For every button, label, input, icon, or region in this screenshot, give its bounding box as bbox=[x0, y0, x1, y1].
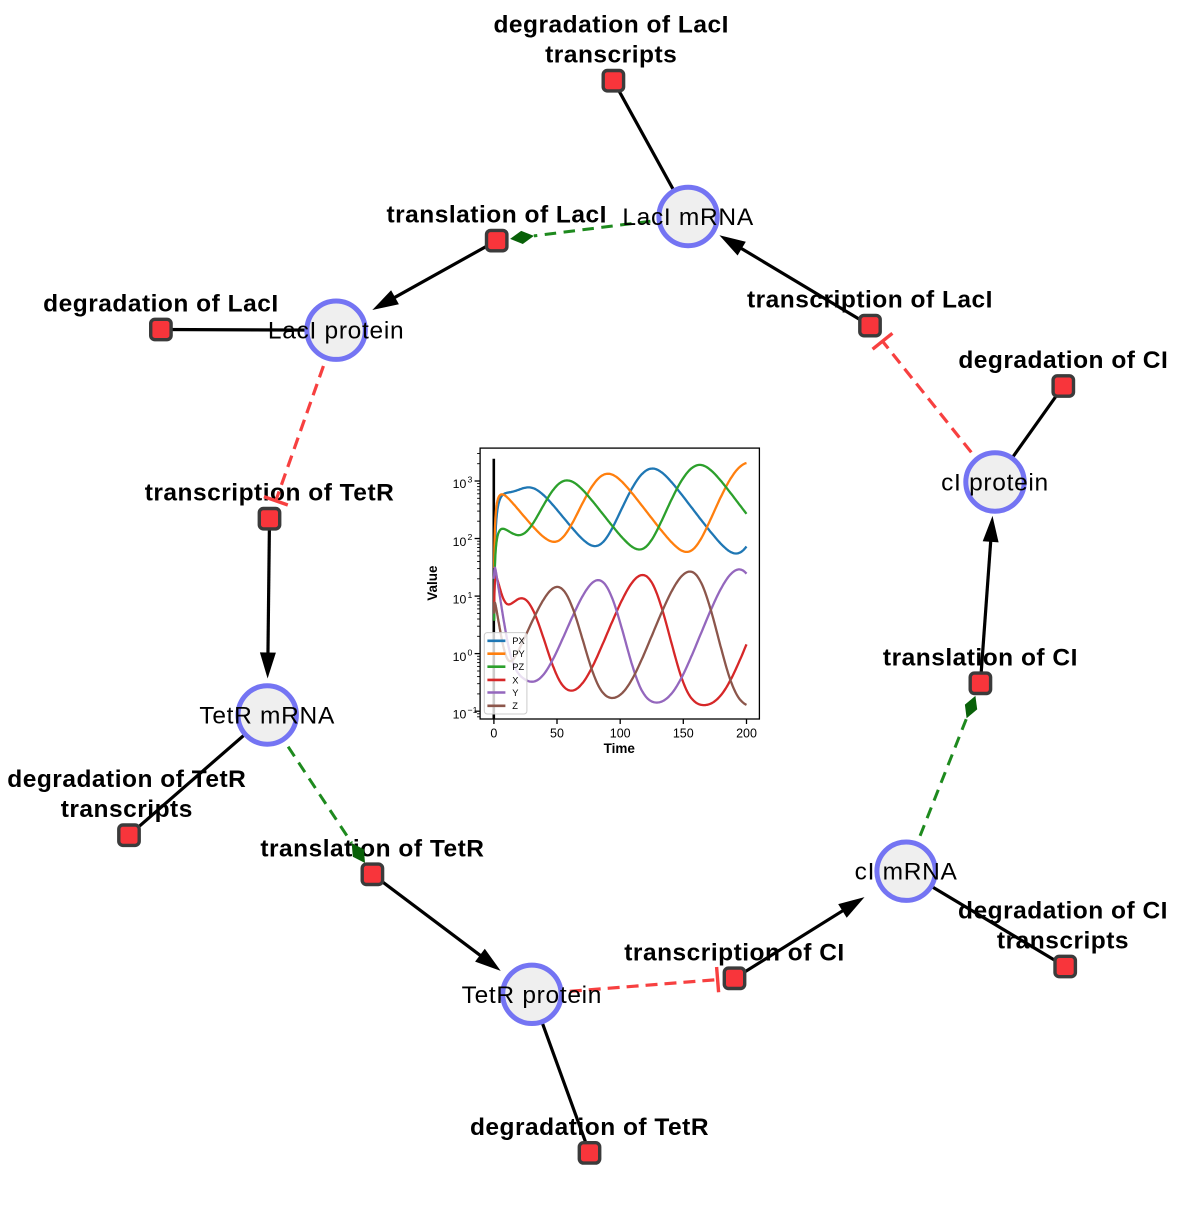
svg-text:degradation of TetR: degradation of TetR bbox=[470, 1114, 709, 1141]
svg-text:translation of LacI: translation of LacI bbox=[386, 202, 607, 229]
svg-text:10: 10 bbox=[453, 592, 467, 606]
svg-text:10: 10 bbox=[453, 707, 467, 721]
svg-text:degradation of LacI: degradation of LacI bbox=[43, 291, 278, 318]
svg-text:transcripts: transcripts bbox=[61, 796, 193, 823]
svg-text:degradation of CI: degradation of CI bbox=[958, 347, 1168, 374]
svg-text:cI protein: cI protein bbox=[941, 470, 1049, 497]
svg-text:transcription of CI: transcription of CI bbox=[624, 939, 844, 966]
svg-text:degradation of TetR: degradation of TetR bbox=[7, 766, 246, 793]
svg-text:degradation of LacI: degradation of LacI bbox=[493, 12, 728, 39]
svg-text:transcripts: transcripts bbox=[545, 42, 677, 69]
svg-text:200: 200 bbox=[736, 726, 757, 740]
svg-text:10: 10 bbox=[453, 535, 467, 549]
svg-text:Value: Value bbox=[425, 565, 440, 601]
svg-text:PY: PY bbox=[512, 649, 524, 659]
svg-text:TetR mRNA: TetR mRNA bbox=[199, 703, 335, 730]
svg-text:degradation of CI: degradation of CI bbox=[958, 898, 1168, 925]
svg-text:1: 1 bbox=[468, 590, 473, 600]
svg-text:transcription of LacI: transcription of LacI bbox=[747, 287, 993, 314]
svg-text:3: 3 bbox=[468, 475, 473, 485]
svg-text:LacI mRNA: LacI mRNA bbox=[622, 204, 754, 231]
svg-text:0: 0 bbox=[468, 647, 473, 657]
svg-text:cI mRNA: cI mRNA bbox=[855, 859, 958, 886]
svg-text:0: 0 bbox=[490, 726, 497, 740]
svg-text:PZ: PZ bbox=[512, 662, 524, 672]
svg-text:10: 10 bbox=[453, 650, 467, 664]
svg-text:2: 2 bbox=[468, 532, 473, 542]
svg-text:PX: PX bbox=[512, 636, 524, 646]
svg-text:150: 150 bbox=[673, 726, 694, 740]
svg-text:TetR protein: TetR protein bbox=[462, 982, 603, 1009]
svg-text:Y: Y bbox=[512, 688, 518, 698]
svg-text:transcription of TetR: transcription of TetR bbox=[145, 480, 395, 507]
svg-text:10: 10 bbox=[453, 477, 467, 491]
svg-text:Time: Time bbox=[604, 741, 636, 756]
svg-text:translation of TetR: translation of TetR bbox=[260, 835, 484, 862]
svg-text:100: 100 bbox=[610, 726, 631, 740]
svg-text:50: 50 bbox=[550, 726, 564, 740]
svg-text:LacI protein: LacI protein bbox=[268, 318, 404, 345]
svg-text:Z: Z bbox=[512, 701, 518, 711]
svg-text:transcripts: transcripts bbox=[997, 928, 1129, 955]
svg-text:X: X bbox=[512, 675, 518, 685]
svg-text:−1: −1 bbox=[468, 705, 478, 715]
